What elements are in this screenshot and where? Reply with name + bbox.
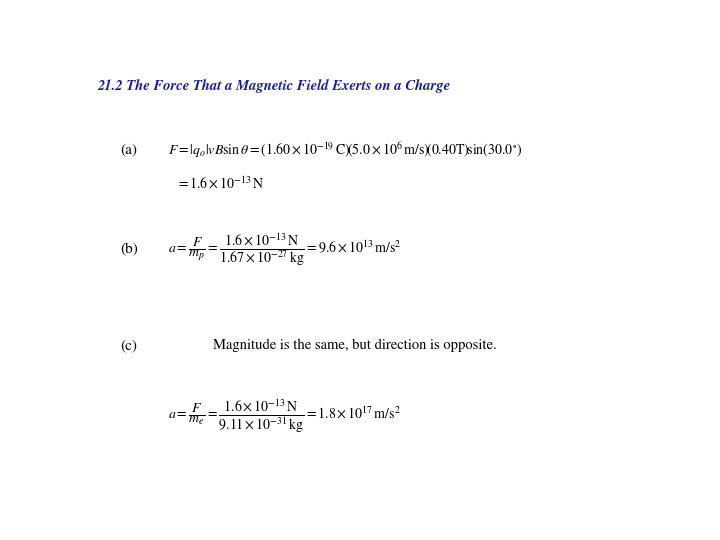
Text: $= 1.6\times10^{-13}\,\mathrm{N}$: $= 1.6\times10^{-13}\,\mathrm{N}$ bbox=[176, 175, 265, 191]
Text: 21.2 The Force That a Magnetic Field Exerts on a Charge: 21.2 The Force That a Magnetic Field Exe… bbox=[98, 79, 451, 93]
Text: $a = \dfrac{F}{m_e} = \dfrac{1.6\times10^{-13}\,\mathrm{N}}{9.11\times10^{-31}\,: $a = \dfrac{F}{m_e} = \dfrac{1.6\times10… bbox=[168, 397, 401, 435]
Text: Magnitude is the same, but direction is opposite.: Magnitude is the same, but direction is … bbox=[213, 339, 496, 352]
Text: (b): (b) bbox=[121, 243, 138, 256]
Text: (a): (a) bbox=[121, 143, 138, 157]
Text: $F = |q_o|vB\sin\theta = \left(1.60\times10^{-19}\,\mathrm{C}\right)\!\left(5.0\: $F = |q_o|vB\sin\theta = \left(1.60\time… bbox=[168, 140, 522, 160]
Text: (c): (c) bbox=[121, 339, 138, 352]
Text: $a = \dfrac{F}{m_p} = \dfrac{1.6\times10^{-13}\,\mathrm{N}}{1.67\times10^{-27}\,: $a = \dfrac{F}{m_p} = \dfrac{1.6\times10… bbox=[168, 232, 402, 268]
